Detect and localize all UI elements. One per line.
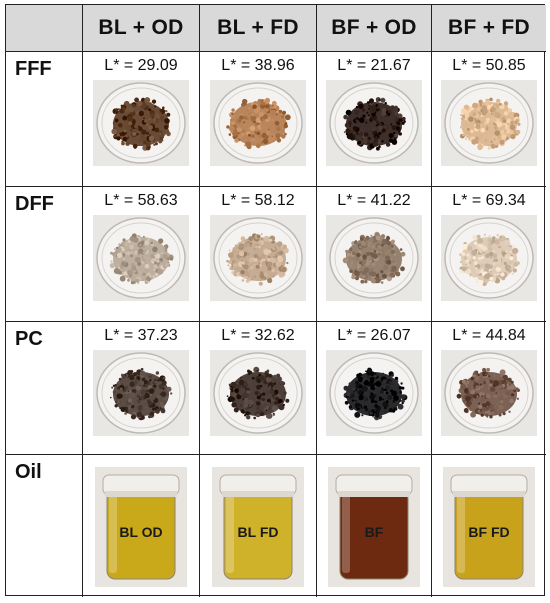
sample-material bbox=[226, 366, 290, 420]
lightness-value: L* = 38.96 bbox=[221, 57, 295, 74]
petri-dish-photo bbox=[441, 350, 537, 436]
sample-material bbox=[110, 367, 173, 421]
jar-lid-rim bbox=[453, 491, 525, 497]
sample-cell: L* = 21.67 bbox=[317, 52, 432, 187]
lightness-value: L* = 44.84 bbox=[452, 327, 526, 344]
jar-marker-text: BL OD bbox=[119, 524, 162, 540]
petri-dish-photo bbox=[326, 215, 422, 301]
sample-cell: L* = 29.09 bbox=[83, 52, 200, 187]
sample-cell: L* = 37.23 bbox=[83, 322, 200, 455]
lightness-value: L* = 58.12 bbox=[221, 192, 295, 209]
jar-lid-rim bbox=[338, 491, 410, 497]
lightness-value: L* = 58.63 bbox=[104, 192, 178, 209]
petri-dish-inner-rim bbox=[218, 357, 298, 429]
column-header-label: BF + OD bbox=[331, 16, 417, 39]
jar-marker-text: BF bbox=[365, 524, 384, 540]
lightness-value: L* = 69.34 bbox=[452, 192, 526, 209]
sample-material bbox=[343, 97, 406, 151]
sample-material bbox=[111, 97, 171, 151]
sample-cell: L* = 69.34 bbox=[432, 187, 546, 322]
row-label-dff: DFF bbox=[6, 187, 83, 322]
oil-cell: BL OD bbox=[83, 455, 200, 597]
petri-dish-photo bbox=[210, 215, 306, 301]
petri-dish-inner-rim bbox=[334, 87, 414, 159]
jar-highlight bbox=[457, 493, 465, 573]
petri-dish-inner-rim bbox=[218, 222, 298, 294]
petri-dish-photo bbox=[210, 80, 306, 166]
petri-dish-photo bbox=[441, 80, 537, 166]
oil-cell: BF bbox=[317, 455, 432, 597]
jar-marker-text: BF FD bbox=[468, 524, 509, 540]
oil-jar-illustration: BF bbox=[328, 467, 420, 587]
sample-material bbox=[342, 231, 406, 284]
column-header-bl-od: BL + OD bbox=[83, 5, 200, 52]
oil-jar-photo: BF FD bbox=[443, 467, 535, 592]
petri-dish-inner-rim bbox=[334, 357, 414, 429]
petri-dish-inner-rim bbox=[334, 222, 414, 294]
jar-lid-rim bbox=[222, 491, 294, 497]
column-header-bf-fd: BF + FD bbox=[432, 5, 546, 52]
oil-jar-photo: BF bbox=[328, 467, 420, 592]
jar-highlight bbox=[109, 493, 117, 573]
petri-dish-photo bbox=[210, 350, 306, 436]
row-label-pc: PC bbox=[6, 322, 83, 455]
sample-cell: L* = 44.84 bbox=[432, 322, 546, 455]
row-label-oil: Oil bbox=[6, 455, 83, 597]
sample-cell: L* = 41.22 bbox=[317, 187, 432, 322]
oil-cell: BF FD bbox=[432, 455, 546, 597]
petri-dish-photo bbox=[326, 350, 422, 436]
sample-material bbox=[226, 97, 291, 150]
petri-dish-photo bbox=[326, 80, 422, 166]
petri-dish-inner-rim bbox=[449, 87, 529, 159]
sample-cell: L* = 58.63 bbox=[83, 187, 200, 322]
oil-jar-illustration: BL FD bbox=[212, 467, 304, 587]
sample-material bbox=[456, 367, 520, 419]
row-label-fff: FFF bbox=[6, 52, 83, 187]
column-header-label: BL + OD bbox=[98, 16, 184, 39]
sample-cell: L* = 50.85 bbox=[432, 52, 546, 187]
oil-jar-illustration: BL OD bbox=[95, 467, 187, 587]
jar-lid-rim bbox=[105, 491, 177, 497]
petri-dish-inner-rim bbox=[449, 357, 529, 429]
lightness-value: L* = 41.22 bbox=[337, 192, 411, 209]
column-header-label: BF + FD bbox=[447, 16, 531, 39]
column-header-bl-fd: BL + FD bbox=[200, 5, 317, 52]
petri-dish-photo bbox=[441, 215, 537, 301]
sample-cell: L* = 38.96 bbox=[200, 52, 317, 187]
oil-jar-illustration: BF FD bbox=[443, 467, 535, 587]
sample-material bbox=[343, 367, 408, 421]
sample-material bbox=[460, 97, 521, 151]
column-header-label: BL + FD bbox=[217, 16, 299, 39]
lightness-value: L* = 29.09 bbox=[104, 57, 178, 74]
petri-dish-photo bbox=[93, 80, 189, 166]
lightness-value: L* = 21.67 bbox=[337, 57, 411, 74]
petri-dish-inner-rim bbox=[101, 357, 181, 429]
sample-material bbox=[226, 233, 289, 286]
petri-dish-inner-rim bbox=[449, 222, 529, 294]
jar-highlight bbox=[342, 493, 350, 573]
lightness-value: L* = 32.62 bbox=[221, 327, 295, 344]
lightness-value: L* = 37.23 bbox=[104, 327, 178, 344]
sample-cell: L* = 26.07 bbox=[317, 322, 432, 455]
header-corner bbox=[6, 5, 83, 52]
sample-cell: L* = 58.12 bbox=[200, 187, 317, 322]
oil-jar-photo: BL FD bbox=[212, 467, 304, 592]
sample-cell: L* = 32.62 bbox=[200, 322, 317, 455]
petri-dish-photo bbox=[93, 215, 189, 301]
column-header-bf-od: BF + OD bbox=[317, 5, 432, 52]
oil-cell: BL FD bbox=[200, 455, 317, 597]
sample-material bbox=[109, 233, 174, 285]
figure-table: BL + OD BL + FD BF + OD BF + FD FFF L* =… bbox=[5, 4, 546, 597]
petri-dish-inner-rim bbox=[101, 222, 181, 294]
jar-highlight bbox=[226, 493, 234, 573]
lightness-value: L* = 50.85 bbox=[452, 57, 526, 74]
petri-dish-photo bbox=[93, 350, 189, 436]
oil-jar-photo: BL OD bbox=[95, 467, 187, 592]
jar-marker-text: BL FD bbox=[238, 524, 279, 540]
petri-dish-inner-rim bbox=[218, 87, 298, 159]
petri-dish-inner-rim bbox=[101, 87, 181, 159]
lightness-value: L* = 26.07 bbox=[337, 327, 411, 344]
sample-material bbox=[459, 233, 520, 286]
